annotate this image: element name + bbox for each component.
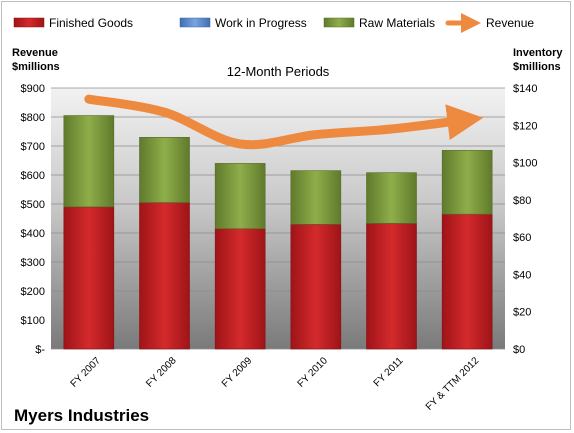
right-axis-title-line-2: $millions (513, 61, 561, 73)
left-tick-label: $200 (21, 286, 45, 298)
right-tick-label: $0 (513, 344, 525, 356)
bar-finished-goods (214, 228, 266, 350)
left-tick-label: $700 (21, 141, 45, 153)
plot-area (51, 88, 505, 349)
bar-raw-materials (366, 172, 417, 224)
x-tick-label: FY 2007 (69, 355, 104, 390)
right-tick-label: $120 (513, 120, 537, 132)
legend-swatch-finished-goods (13, 17, 45, 28)
chart-subtitle: 12-Month Periods (227, 64, 330, 79)
right-tick-label: $60 (513, 232, 531, 244)
bar-finished-goods (441, 213, 493, 350)
bar-finished-goods (63, 206, 115, 350)
revenue-line (84, 94, 484, 150)
legend: Finished Goods Work in Progress Raw Mate… (13, 13, 534, 33)
bar-raw-materials (214, 163, 266, 229)
bar-finished-goods (139, 202, 190, 350)
x-tick-label: FY 2010 (296, 355, 331, 390)
legend-label-finished-goods: Finished Goods (49, 16, 133, 30)
bars (63, 115, 493, 350)
left-tick-label: $- (35, 344, 45, 356)
legend-label-revenue: Revenue (486, 16, 534, 30)
bar-raw-materials (63, 115, 115, 208)
left-tick-label: $300 (21, 257, 45, 269)
legend-label-work-in-progress: Work in Progress (215, 16, 307, 30)
bar-raw-materials (139, 137, 190, 203)
right-tick-label: $40 (513, 269, 531, 281)
right-axis-ticks: $0 $20 $40 $60 $80 $100 $120 $140 (513, 83, 537, 356)
left-axis-title-line-2: $millions (12, 61, 60, 73)
right-axis-title-line-1: Inventory (513, 47, 563, 59)
x-tick-label: FY 2011 (372, 355, 406, 389)
right-tick-label: $20 (513, 307, 531, 319)
left-tick-label: $400 (21, 228, 45, 240)
left-axis-ticks: $- $100 $200 $300 $400 $500 $600 $700 $800 $900 (21, 83, 46, 356)
left-tick-label: $800 (21, 112, 45, 124)
x-tick-label: FY 2008 (144, 355, 179, 390)
x-tick-label: FY & TTM 2012 (424, 355, 482, 413)
bar-raw-materials (290, 170, 342, 225)
right-tick-label: $140 (513, 83, 537, 95)
left-axis-title-line-1: Revenue (12, 47, 58, 59)
left-tick-label: $600 (21, 170, 45, 182)
right-tick-label: $80 (513, 195, 531, 207)
left-tick-label: $100 (21, 315, 45, 327)
legend-swatch-raw-materials (323, 17, 355, 28)
legend-label-raw-materials: Raw Materials (359, 16, 435, 30)
gridlines (51, 87, 505, 350)
revenue-series-line (84, 94, 484, 150)
company-name: Myers Industries (14, 406, 149, 425)
bar-raw-materials (441, 150, 493, 215)
bar-finished-goods (366, 223, 417, 350)
x-axis-ticks: FY 2007 FY 2008 FY 2009 FY 2010 FY 2011 FY & … (69, 355, 482, 413)
left-tick-label: $500 (21, 199, 45, 211)
legend-swatch-work-in-progress (179, 17, 211, 28)
bar-finished-goods (290, 224, 342, 350)
right-tick-label: $100 (513, 158, 537, 170)
left-tick-label: $900 (21, 83, 45, 95)
x-tick-label: FY 2009 (220, 355, 255, 390)
